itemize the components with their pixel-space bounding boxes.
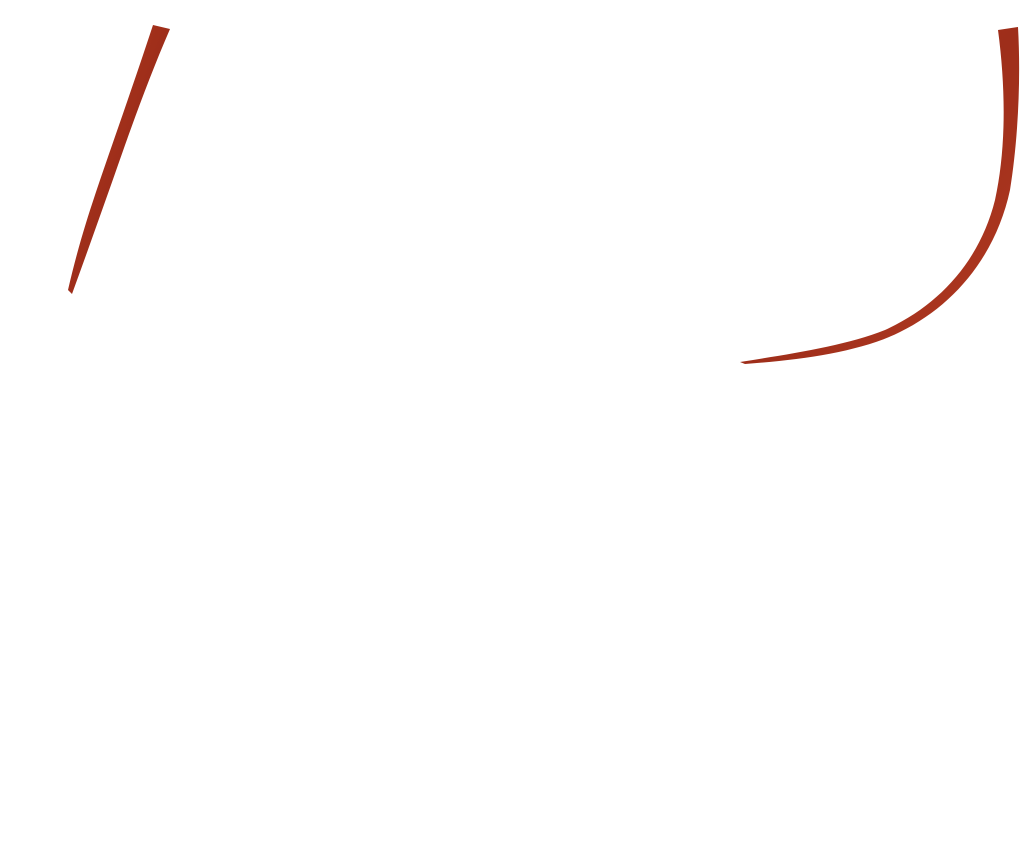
- left-brush-stroke: [68, 25, 170, 294]
